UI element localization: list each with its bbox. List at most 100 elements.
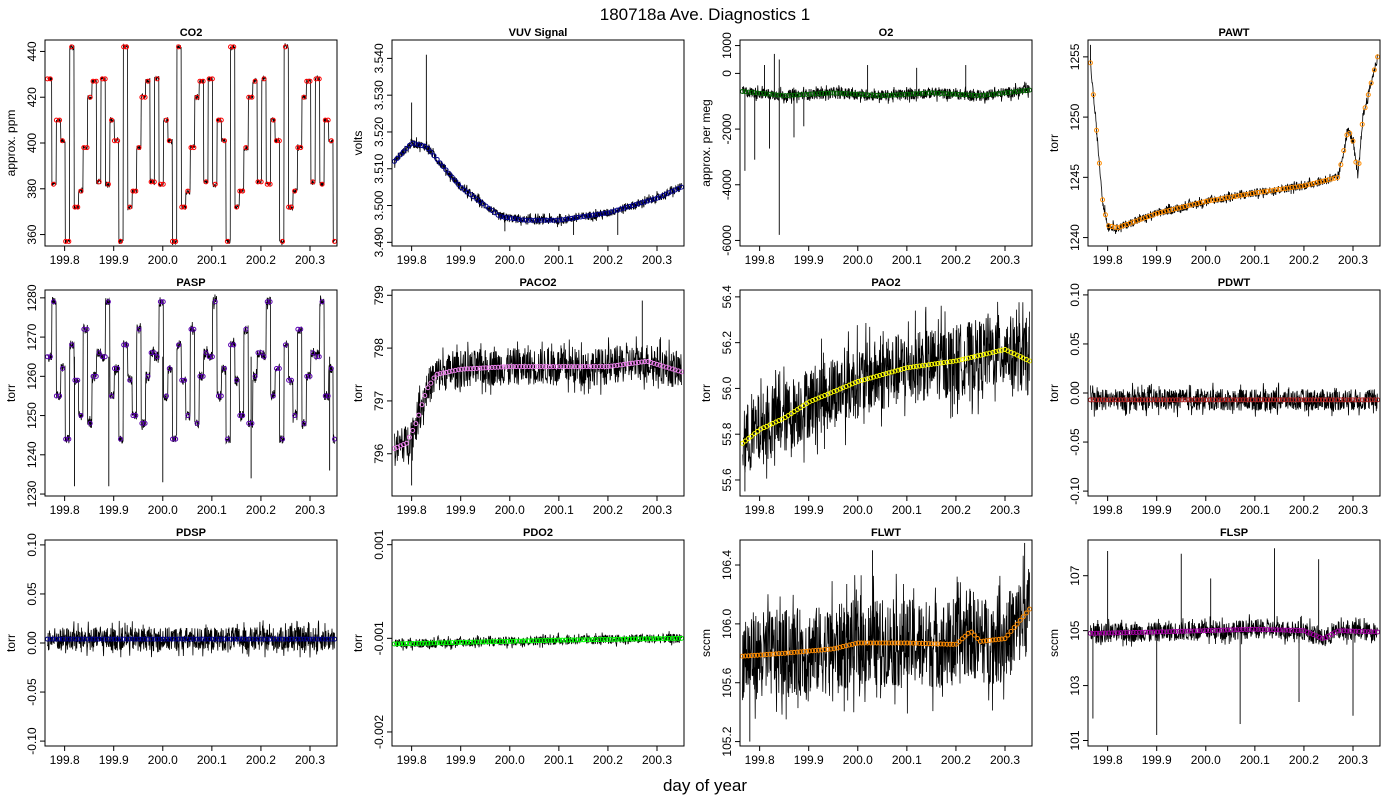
average-point — [523, 217, 529, 223]
average-point — [1350, 628, 1356, 634]
panel-title: PAWT — [1219, 27, 1250, 39]
average-point — [142, 94, 148, 100]
average-point — [517, 364, 522, 370]
average-point — [51, 636, 57, 642]
average-point — [602, 210, 608, 216]
average-point — [1017, 617, 1023, 623]
y-axis-label: volts — [351, 131, 365, 156]
average-point — [1154, 629, 1160, 635]
average-point — [1292, 184, 1298, 190]
average-point — [1258, 626, 1264, 632]
average-point — [75, 636, 81, 642]
average-point — [565, 637, 571, 643]
average-point — [1176, 205, 1182, 211]
average-point — [752, 652, 758, 658]
average-point — [489, 639, 495, 645]
average-point — [264, 181, 270, 187]
average-point — [1338, 628, 1344, 634]
average-point — [941, 91, 947, 97]
average-point — [1231, 627, 1237, 633]
average-point — [975, 635, 981, 641]
average-point — [304, 373, 310, 379]
average-point — [837, 644, 843, 650]
average-point — [843, 643, 849, 649]
y-tick-label: 3.500 — [372, 190, 386, 220]
average-point — [1222, 195, 1228, 201]
y-axis-label: torr — [1047, 134, 1061, 152]
average-point — [971, 92, 977, 98]
average-point — [648, 359, 654, 365]
average-point — [950, 91, 956, 97]
average-point — [1106, 630, 1112, 636]
average-point — [764, 652, 770, 658]
average-point — [629, 636, 635, 642]
average-point — [599, 637, 605, 643]
average-point — [1203, 628, 1209, 634]
average-point — [434, 156, 440, 162]
average-point — [231, 636, 237, 642]
average-point — [1329, 397, 1335, 403]
average-point — [1194, 201, 1200, 206]
average-point — [947, 359, 953, 365]
average-point — [1167, 207, 1173, 213]
average-point — [288, 377, 294, 383]
average-point — [587, 213, 593, 219]
average-point — [474, 196, 480, 202]
average-point — [109, 636, 115, 642]
average-point — [1252, 626, 1258, 632]
x-tick-label: 199.9 — [446, 253, 476, 267]
average-point — [295, 326, 301, 332]
average-point — [764, 91, 770, 97]
average-point — [133, 413, 139, 419]
average-point — [53, 117, 59, 123]
average-point — [1246, 626, 1252, 632]
x-tick-label: 200.2 — [593, 503, 623, 517]
average-point — [1246, 191, 1252, 197]
average-point — [280, 636, 286, 642]
average-point — [742, 89, 748, 95]
average-point — [1301, 397, 1307, 403]
average-point — [975, 93, 981, 99]
average-point — [440, 370, 446, 376]
average-point — [194, 420, 200, 426]
x-tick-label: 199.8 — [50, 253, 80, 267]
average-point — [1148, 629, 1154, 635]
average-point — [292, 188, 298, 194]
average-point — [1362, 105, 1368, 111]
average-point — [1234, 627, 1240, 633]
average-point — [880, 372, 886, 378]
y-tick-label: -2000 — [720, 113, 734, 144]
average-point — [944, 91, 950, 97]
average-point — [1258, 189, 1264, 195]
average-point — [568, 215, 574, 221]
average-point — [111, 365, 117, 371]
average-point — [139, 636, 145, 642]
average-point — [286, 377, 292, 383]
average-point — [252, 373, 258, 379]
average-point — [1362, 629, 1368, 635]
average-point — [874, 373, 880, 379]
average-point — [916, 363, 922, 369]
average-point — [1228, 397, 1234, 403]
average-point — [298, 636, 304, 642]
average-point — [886, 92, 892, 98]
y-tick-label: 798 — [372, 338, 386, 358]
average-point — [154, 636, 160, 642]
average-point — [209, 354, 215, 360]
y-tick-label: -0.05 — [1068, 428, 1082, 456]
panel-pdwt: PDWT torr 199.8 199.9 200.0 200.1 200.2 200.3 -0… — [1047, 277, 1381, 517]
average-point — [249, 420, 255, 426]
average-point — [310, 350, 316, 356]
average-point — [660, 363, 666, 369]
average-point — [179, 204, 185, 210]
average-point — [1158, 210, 1164, 216]
average-point — [188, 145, 194, 151]
average-point — [81, 636, 87, 642]
panel-title: CO2 — [180, 27, 203, 39]
average-point — [929, 361, 935, 367]
average-point — [191, 326, 197, 332]
y-tick-label: 3.510 — [372, 153, 386, 183]
average-point — [639, 359, 645, 365]
average-point — [1106, 223, 1112, 229]
y-tick-label: -0.002 — [372, 715, 386, 749]
